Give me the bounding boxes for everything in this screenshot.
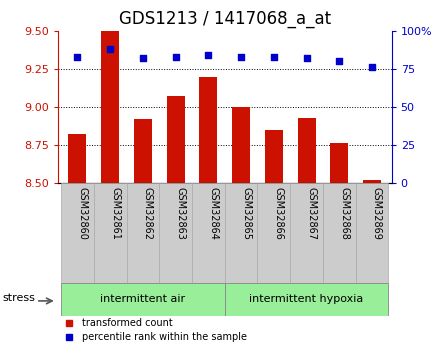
Bar [159, 183, 192, 283]
Bar [61, 183, 94, 283]
Point [238, 54, 245, 60]
Bar [225, 183, 258, 283]
Bar [192, 183, 225, 283]
Bar [166, 96, 185, 183]
Bar [298, 118, 316, 183]
Text: GSM32866: GSM32866 [274, 187, 284, 240]
Text: GSM32867: GSM32867 [307, 187, 316, 240]
Text: GSM32868: GSM32868 [339, 187, 349, 240]
Bar [61, 283, 225, 316]
Text: stress: stress [3, 293, 36, 303]
Point [74, 54, 81, 60]
Text: intermittent hypoxia: intermittent hypoxia [249, 294, 364, 304]
Legend: transformed count, percentile rank within the sample: transformed count, percentile rank withi… [63, 318, 247, 342]
Text: GSM32864: GSM32864 [208, 187, 218, 240]
Text: GSM32865: GSM32865 [241, 187, 251, 240]
Text: GSM32860: GSM32860 [77, 187, 88, 240]
Bar [363, 180, 381, 183]
Bar [101, 31, 119, 183]
Text: GSM32863: GSM32863 [176, 187, 186, 240]
Bar [94, 183, 126, 283]
Bar [356, 183, 388, 283]
Point [270, 54, 277, 60]
Bar [232, 107, 250, 183]
Bar [69, 134, 86, 183]
Point [303, 56, 310, 61]
Text: GSM32862: GSM32862 [143, 187, 153, 240]
Text: GSM32869: GSM32869 [372, 187, 382, 240]
Text: intermittent air: intermittent air [101, 294, 186, 304]
Bar [330, 144, 348, 183]
Point [336, 59, 343, 64]
Text: GSM32861: GSM32861 [110, 187, 120, 240]
Point [107, 47, 114, 52]
Point [205, 52, 212, 58]
Bar [265, 130, 283, 183]
Bar [199, 77, 217, 183]
Bar [126, 183, 159, 283]
Title: GDS1213 / 1417068_a_at: GDS1213 / 1417068_a_at [119, 10, 331, 28]
Bar [134, 119, 152, 183]
Bar [290, 183, 323, 283]
Point [139, 56, 146, 61]
Point [368, 65, 376, 70]
Bar [225, 283, 388, 316]
Point [172, 54, 179, 60]
Bar [258, 183, 290, 283]
Bar [323, 183, 356, 283]
